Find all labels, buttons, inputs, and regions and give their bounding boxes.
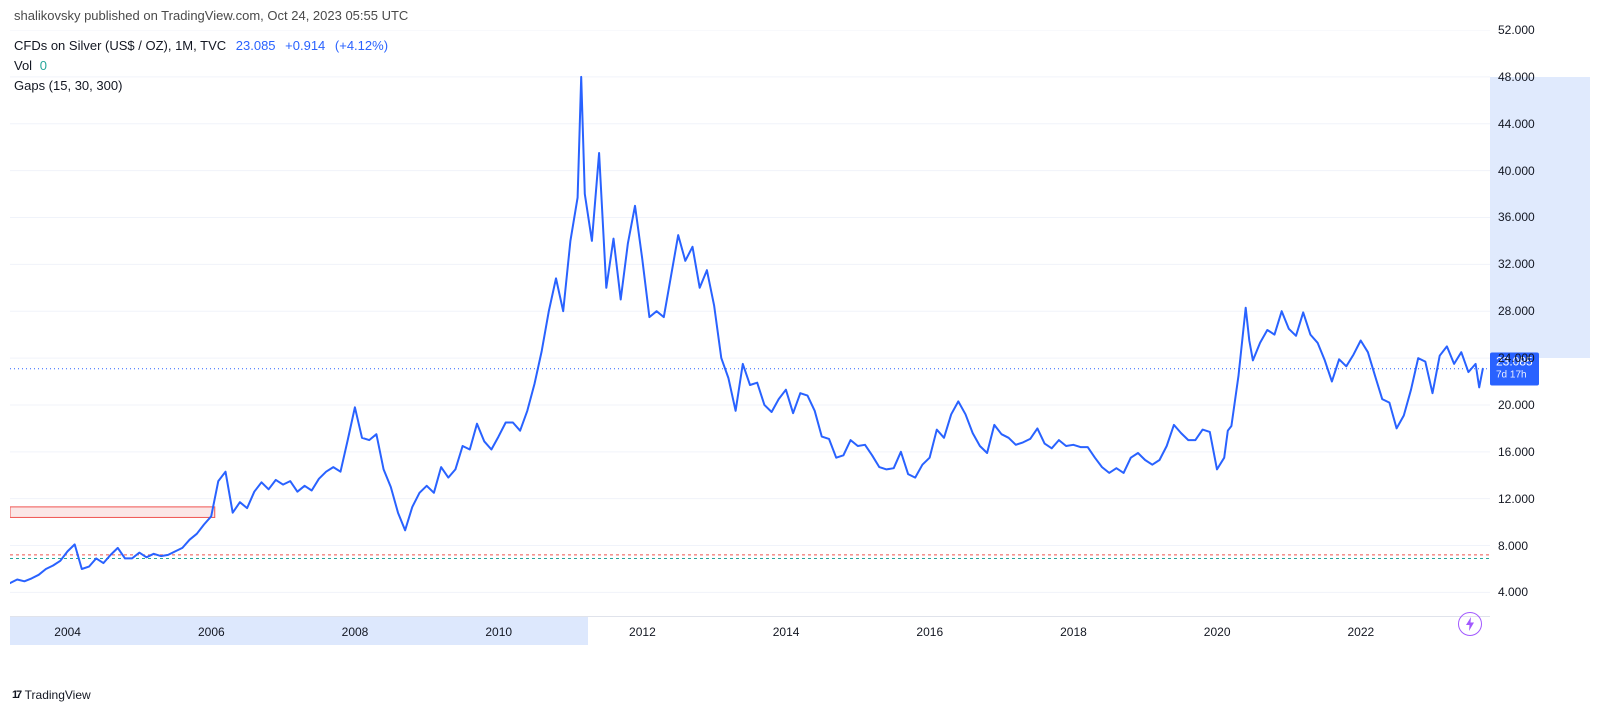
y-tick: 8.000: [1498, 539, 1528, 553]
y-tick: 4.000: [1498, 585, 1528, 599]
y-tick: 12.000: [1498, 492, 1535, 506]
x-tick: 2022: [1347, 625, 1374, 639]
publish-text: shalikovsky published on TradingView.com…: [14, 8, 408, 23]
y-tick: 20.000: [1498, 398, 1535, 412]
x-tick: 2008: [342, 625, 369, 639]
y-tick: 52.000: [1498, 23, 1535, 37]
lightning-icon[interactable]: [1458, 612, 1482, 636]
x-tick: 2012: [629, 625, 656, 639]
x-tick: 2020: [1204, 625, 1231, 639]
y-tick: 40.000: [1498, 164, 1535, 178]
x-tick: 2014: [773, 625, 800, 639]
tradingview-logo-icon: 1 7: [12, 689, 21, 701]
y-tick: 28.000: [1498, 304, 1535, 318]
x-tick: 2018: [1060, 625, 1087, 639]
x-tick: 2010: [485, 625, 512, 639]
x-tick: 2006: [198, 625, 225, 639]
y-axis[interactable]: 23.085 7d 17h 4.0008.00012.00016.00020.0…: [1490, 30, 1590, 610]
y-tick: 16.000: [1498, 445, 1535, 459]
x-axis[interactable]: 2004 2006 2008 2010 2012 2014 2016 2018 2020 2022: [10, 616, 1490, 647]
chart-frame: shalikovsky published on TradingView.com…: [0, 0, 1600, 712]
y-tick: 36.000: [1498, 210, 1535, 224]
y-tick: 32.000: [1498, 257, 1535, 271]
y-tick: 24.000: [1498, 351, 1535, 365]
y-tick: 48.000: [1498, 70, 1535, 84]
chart-svg: [10, 30, 1490, 610]
footer-brand-text: TradingView: [25, 688, 91, 702]
x-tick: 2016: [916, 625, 943, 639]
chart-plot[interactable]: [10, 30, 1490, 610]
x-tick: 2004: [54, 625, 81, 639]
price-badge-countdown: 7d 17h: [1496, 368, 1533, 382]
footer-brand[interactable]: 1 7 TradingView: [12, 688, 91, 702]
publish-header: shalikovsky published on TradingView.com…: [14, 8, 408, 23]
y-tick: 44.000: [1498, 117, 1535, 131]
